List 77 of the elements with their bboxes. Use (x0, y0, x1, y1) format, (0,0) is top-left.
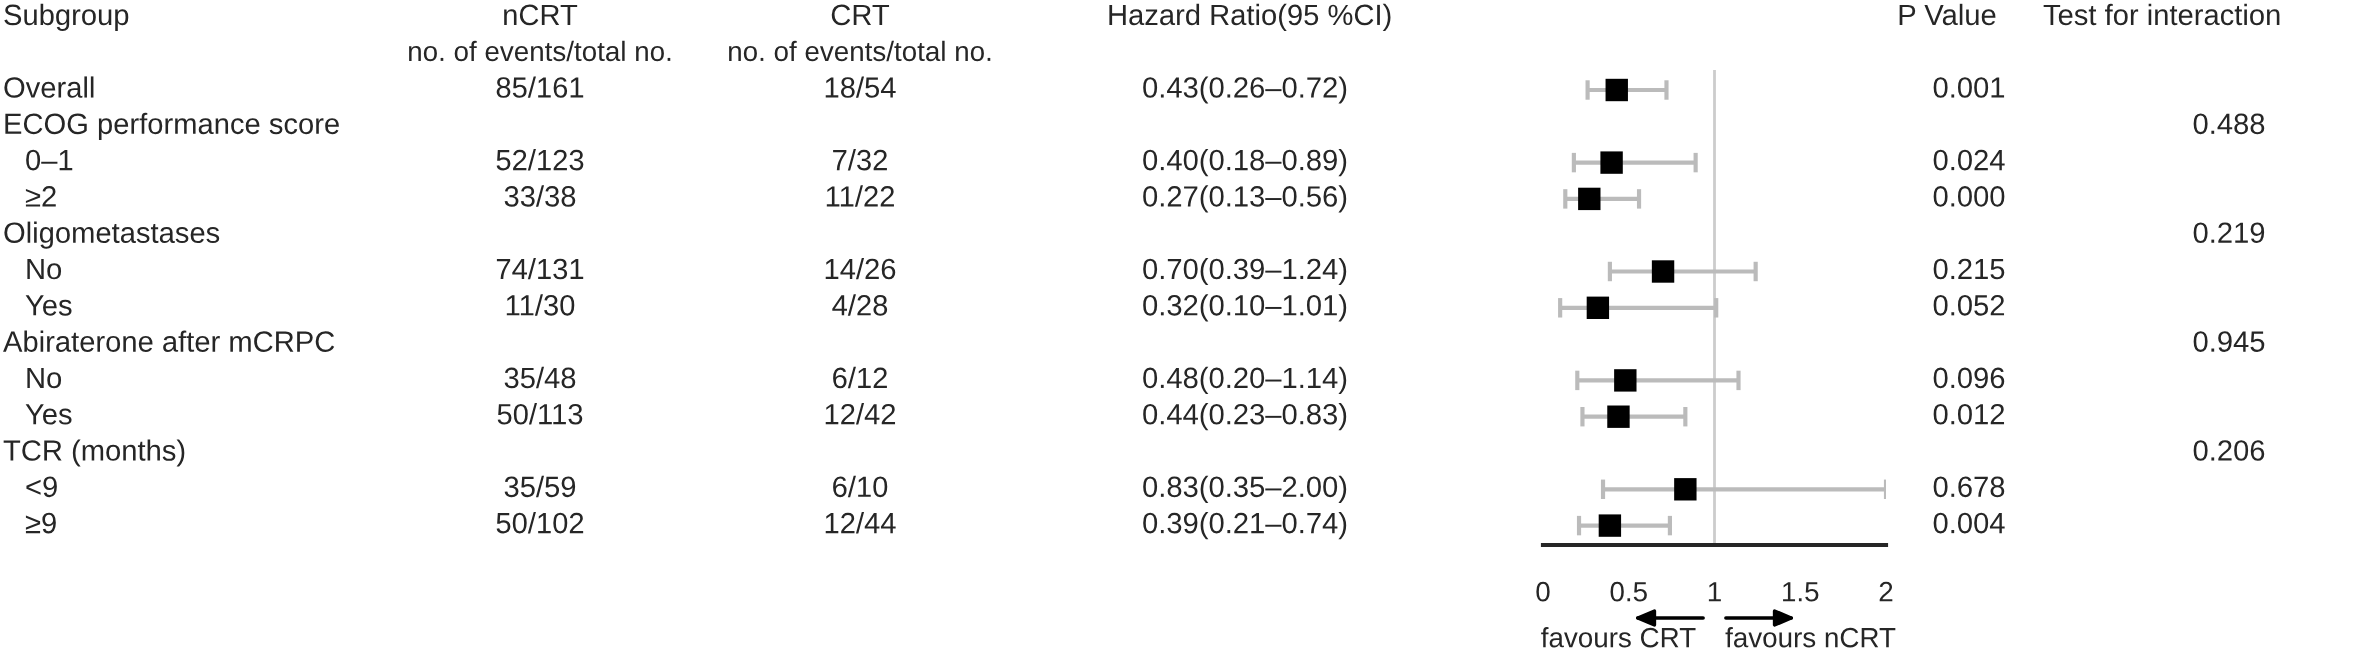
point (1607, 405, 1630, 428)
text: ≥2 (25, 186, 56, 207)
text: Oligometastases (4, 221, 220, 249)
category-label: Hazard Ratio(95 %CI) (1109, 3, 1391, 31)
category-label: nCRT (504, 4, 578, 26)
text: 0.096 (1933, 367, 2005, 389)
text: TCR (months) (3, 439, 185, 467)
text: Abiraterone after mCRPC (3, 330, 335, 352)
text: 85/161 (496, 76, 584, 98)
text: 0–1 (26, 149, 73, 171)
point (1614, 369, 1637, 392)
text: 0.024 (1933, 149, 2005, 171)
text: 14/26 (825, 257, 896, 280)
text: 52/123 (496, 149, 584, 171)
text: 0.004 (1933, 512, 2005, 534)
x-tick-label: 1.5 (1783, 582, 1819, 602)
text: 11/30 (506, 294, 575, 316)
text: no. of events/total no. (409, 40, 671, 62)
text: Yes (25, 295, 72, 316)
point (1586, 296, 1610, 319)
text: favours nCRT (1725, 627, 1896, 648)
point (1600, 151, 1623, 174)
text: 0.43(0.26–0.72) (1143, 76, 1347, 104)
text: 6/10 (833, 475, 888, 498)
text: 4/28 (832, 294, 888, 316)
text: 33/38 (504, 185, 576, 207)
point (1651, 260, 1675, 283)
text: 0.000 (1933, 186, 2005, 207)
text: 50/102 (496, 512, 584, 534)
text: 0.488 (2193, 113, 2265, 135)
text: Overall (4, 76, 94, 98)
text: 35/59 (504, 475, 576, 498)
text: 0.48(0.20–1.14) (1143, 366, 1347, 394)
text: favours CRT (1541, 627, 1696, 648)
x-tick-label: 0.5 (1610, 581, 1647, 602)
point (1598, 514, 1622, 537)
text: 12/42 (825, 403, 896, 425)
point (1578, 187, 1601, 211)
text: 0.001 (1933, 77, 2005, 98)
x-tick-label: 1 (1708, 582, 1721, 602)
category-label: CRT (831, 4, 890, 26)
text: no. of events/total no. (729, 40, 991, 62)
text: 0.27(0.13–0.56) (1143, 185, 1347, 213)
text: 0.678 (1933, 476, 2005, 498)
x-tick-label: 2 (1879, 581, 1893, 602)
category-label: Test for interaction (2043, 3, 2280, 26)
text: 0.219 (2193, 222, 2265, 244)
text: 0.215 (1933, 258, 2005, 280)
point (1674, 478, 1697, 501)
text: 50/113 (497, 403, 583, 425)
text: Yes (25, 404, 72, 425)
category-label: Subgroup (4, 3, 129, 31)
text: 74/131 (496, 257, 584, 280)
x-tick-label: 0 (1536, 581, 1550, 602)
text: 0.83(0.35–2.00) (1143, 475, 1347, 503)
text: 0.44(0.23–0.83) (1143, 403, 1347, 431)
text: 0.40(0.18–0.89) (1143, 149, 1347, 177)
text: 0.206 (2193, 440, 2265, 461)
text: 0.012 (1933, 403, 2005, 425)
text: 11/22 (826, 185, 894, 207)
text: 0.052 (1933, 294, 2005, 316)
text: 0.70(0.39–1.24) (1143, 257, 1347, 286)
text: 0.32(0.10–1.01) (1143, 294, 1347, 322)
point (1605, 78, 1628, 102)
text: ECOG performance score (5, 112, 339, 140)
text: 12/44 (825, 512, 896, 534)
text: 7/32 (833, 149, 887, 171)
text: 35/48 (504, 366, 576, 389)
text: 0.39(0.21–0.74) (1143, 512, 1347, 540)
text: <9 (26, 476, 57, 498)
category-label: P Value (1899, 3, 1996, 26)
text: ≥9 (25, 512, 56, 534)
text: 0.945 (2193, 331, 2265, 352)
text: No (27, 367, 62, 389)
text: No (27, 258, 62, 280)
text: 6/12 (833, 366, 887, 389)
text: 18/54 (825, 76, 896, 98)
